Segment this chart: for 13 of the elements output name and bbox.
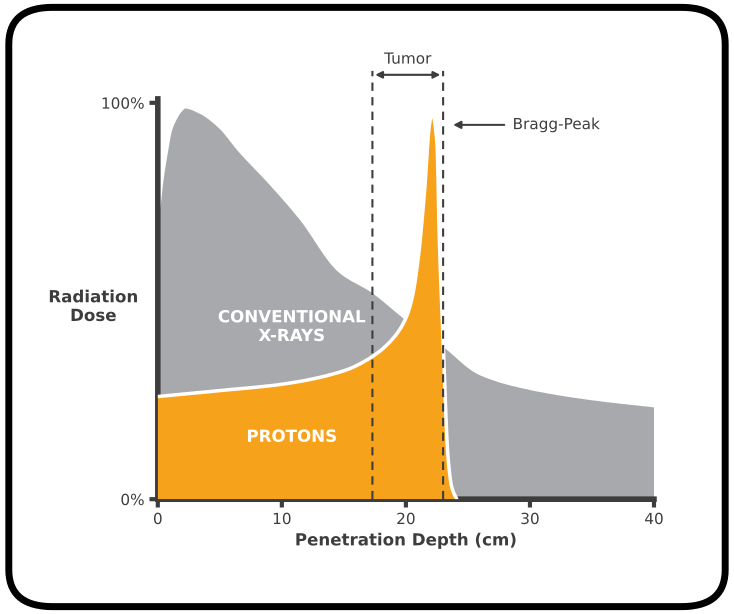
- x-tick-label: 20: [397, 512, 415, 524]
- x-axis-title: Penetration Depth (cm): [296, 532, 516, 549]
- series-label: PROTONS: [248, 429, 336, 442]
- text: Tumor: [384, 52, 432, 64]
- annotation: Bragg-Peak: [514, 117, 600, 132]
- x-tick-label: 40: [645, 512, 663, 524]
- x-tick-label: 0: [154, 512, 162, 524]
- x-tick-label: 30: [521, 512, 539, 524]
- series-label: CONVENTIONAL X-RAYS: [218, 310, 366, 342]
- y-tick-label: 0%: [121, 494, 144, 506]
- y-axis-title: Radiation Dose: [50, 290, 137, 322]
- y-tick-label: 100%: [102, 97, 144, 109]
- x-tick-label: 10: [274, 512, 291, 524]
